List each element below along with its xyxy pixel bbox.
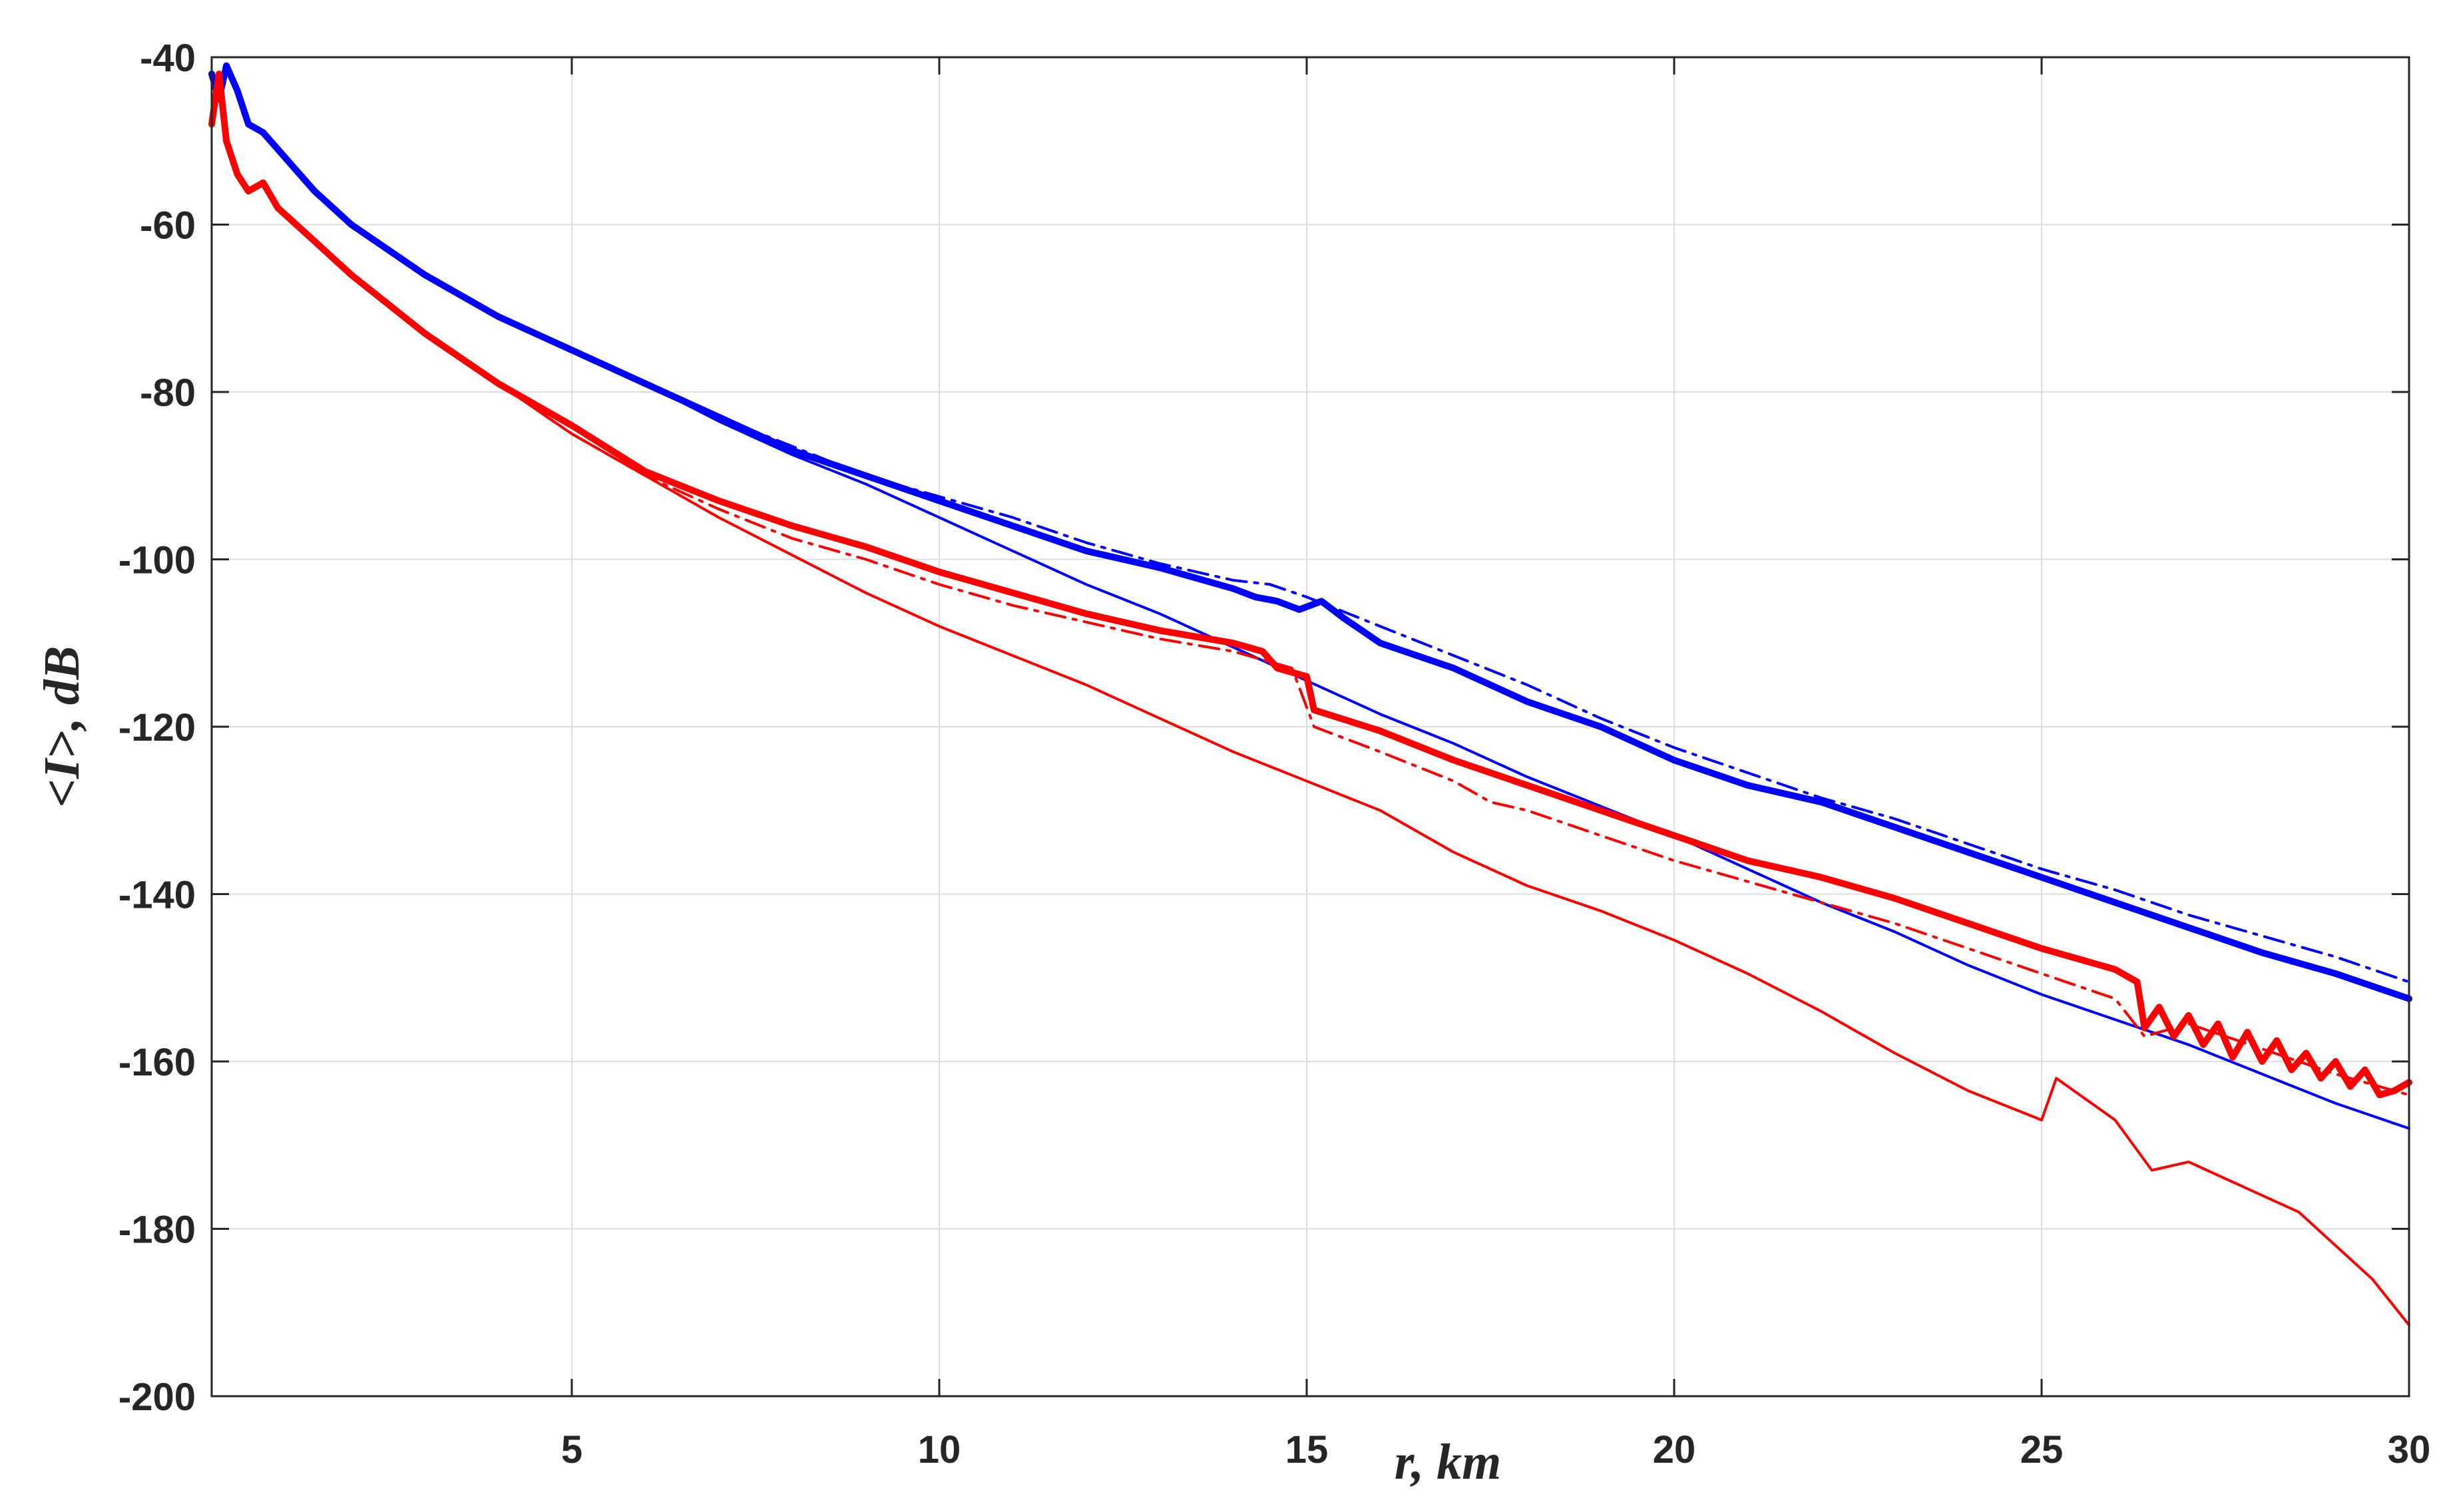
y-tick-label: -140 bbox=[118, 874, 196, 917]
x-tick-label: 10 bbox=[918, 1428, 961, 1471]
x-tick-label: 15 bbox=[1285, 1428, 1329, 1471]
y-tick-label: -200 bbox=[118, 1376, 196, 1419]
series-line-5 bbox=[210, 73, 2410, 1097]
y-tick-label: -80 bbox=[140, 371, 196, 415]
x-axis-label: r, km bbox=[1395, 1434, 1502, 1490]
y-tick-label: -100 bbox=[118, 539, 196, 582]
series-layer bbox=[208, 62, 2412, 1327]
series-line-6 bbox=[210, 73, 2410, 1327]
series-line-2 bbox=[210, 64, 2410, 984]
y-tick-label: -40 bbox=[140, 37, 196, 80]
y-axis-label: <I>, dB bbox=[34, 646, 90, 808]
x-tick-label: 30 bbox=[2388, 1428, 2431, 1471]
grid bbox=[212, 57, 2410, 1397]
x-tick-label: 20 bbox=[1653, 1428, 1696, 1471]
series-line-1 bbox=[208, 62, 2412, 1002]
x-tick-label: 5 bbox=[561, 1428, 582, 1471]
series-line-4 bbox=[208, 71, 2412, 1099]
ticks: 5 10 15 20 25 30 -40 -60 -80 -100 -120 -140 -160 -180… bbox=[118, 37, 2430, 1471]
y-tick-label: -160 bbox=[118, 1041, 196, 1084]
y-tick-label: -180 bbox=[118, 1209, 196, 1252]
x-tick-label: 25 bbox=[2020, 1428, 2064, 1471]
series-line-3 bbox=[210, 64, 2410, 1130]
y-tick-label: -60 bbox=[140, 204, 196, 248]
y-tick-label: -120 bbox=[118, 706, 196, 749]
